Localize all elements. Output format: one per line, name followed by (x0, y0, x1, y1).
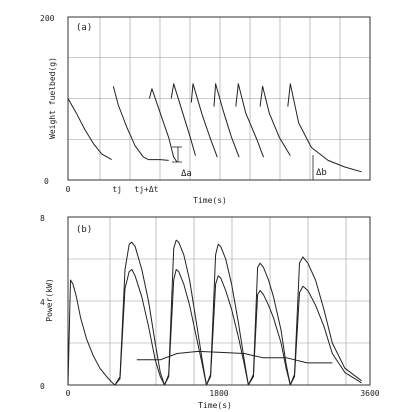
panel-label-b: (b) (76, 225, 92, 235)
panel-label-a: (a) (76, 23, 92, 33)
series-line-5 (190, 83, 218, 158)
series-line-9 (289, 256, 362, 386)
series-line-4 (164, 269, 207, 386)
x-tick-label-b-2: 3600 (360, 389, 379, 398)
series-line-2 (148, 159, 169, 161)
annotation-delta-a: Δa (181, 169, 192, 179)
series-line-1 (114, 241, 165, 386)
series-line-0 (67, 98, 112, 161)
series-line-6 (205, 275, 249, 386)
series-line-4 (170, 83, 196, 156)
series-line-7 (235, 83, 264, 158)
y-tick-label-b-0: 0 (40, 382, 45, 391)
x-tick-label-a-1: tj (112, 185, 122, 194)
series-line-3 (164, 239, 207, 386)
y-axis-label-a: Weight fuelbed(g) (48, 57, 57, 139)
annotation-delta-b: Δb (316, 168, 327, 178)
series-line-8 (247, 290, 291, 386)
x-tick-label-b-1: 1800 (209, 389, 228, 398)
y-tick-label-b-2: 8 (40, 214, 45, 223)
series-line-2 (114, 269, 165, 386)
x-axis-label-a: Time(s) (193, 196, 227, 205)
series-line-7 (247, 262, 291, 386)
series-line-11 (136, 350, 333, 364)
y-tick-label-a-1: 200 (40, 14, 55, 23)
series-line-5 (205, 243, 249, 386)
panel-b (67, 216, 371, 386)
y-tick-label-a-0: 0 (44, 177, 49, 186)
series-line-3 (148, 88, 178, 163)
series-line-6 (213, 83, 240, 158)
series-line-1 (112, 86, 149, 161)
x-tick-label-b-0: 0 (66, 389, 71, 398)
x-tick-label-a-2: tj+Δt (134, 185, 158, 194)
series-line-0 (67, 279, 116, 386)
series-line-10 (289, 285, 362, 386)
plot-frame (67, 216, 371, 386)
y-axis-label-b: Power(kW) (45, 278, 54, 321)
series-line-9 (287, 83, 362, 173)
panel-a (67, 16, 371, 181)
series-line-8 (259, 85, 291, 156)
x-tick-label-a-0: 0 (66, 185, 71, 194)
x-axis-label-b: Time(s) (198, 401, 232, 410)
y-tick-label-b-1: 4 (40, 298, 45, 307)
